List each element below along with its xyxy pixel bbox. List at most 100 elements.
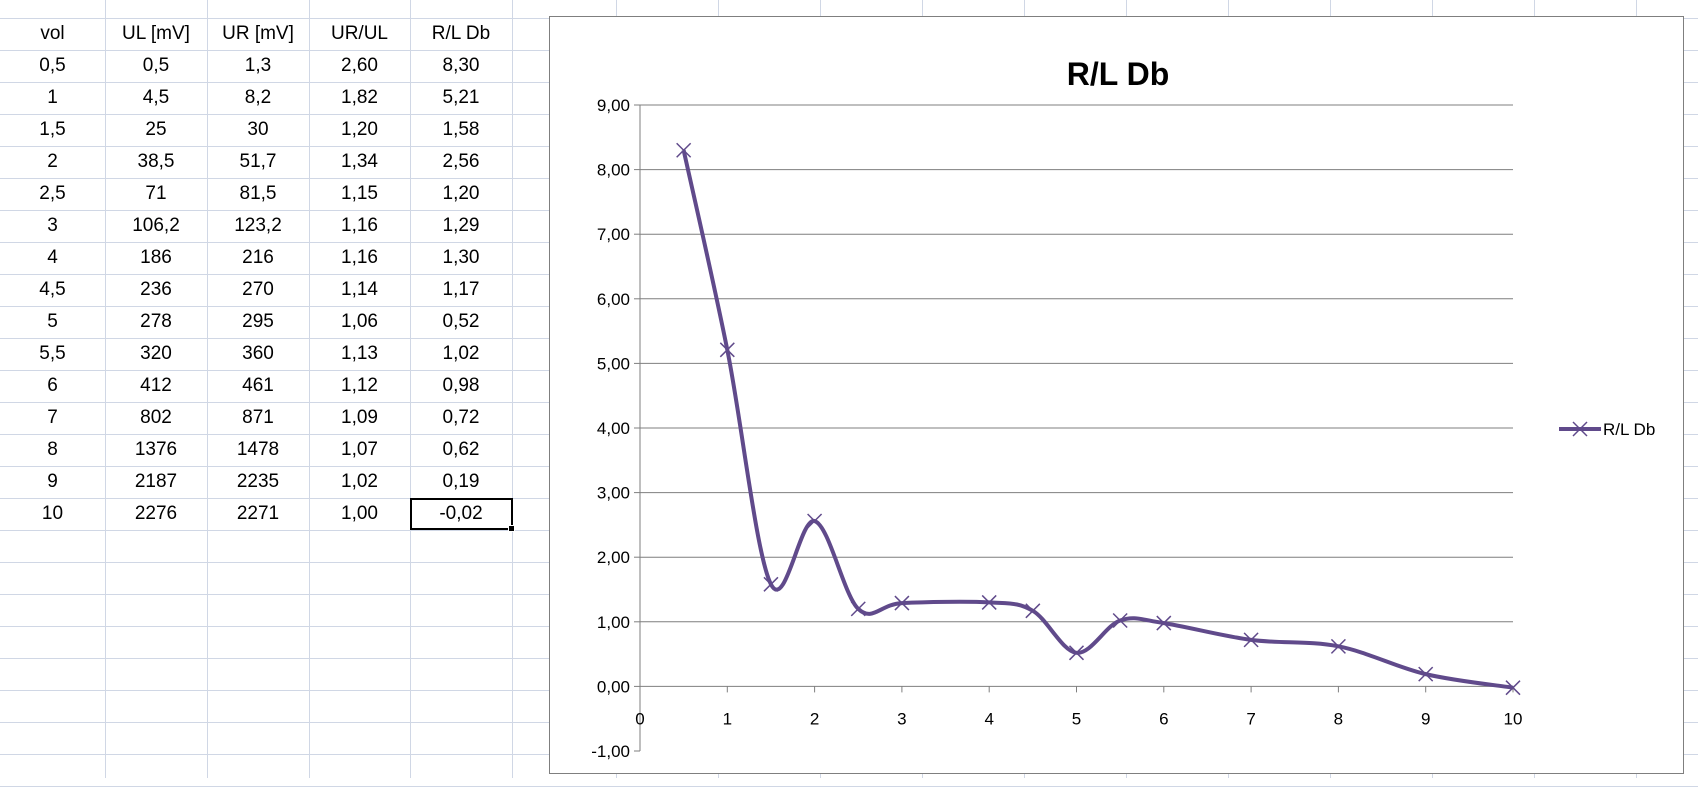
table-cell[interactable]: 4,5 <box>142 87 170 108</box>
table-cell[interactable]: 5,5 <box>39 343 66 364</box>
table-cell[interactable]: 871 <box>242 407 274 428</box>
table-cell[interactable]: 1,20 <box>442 183 480 204</box>
header-cell[interactable]: vol <box>40 23 65 44</box>
table-cell[interactable]: 236 <box>140 279 172 300</box>
table-cell[interactable]: 1,16 <box>341 247 378 268</box>
table-cell[interactable]: 5 <box>47 311 58 332</box>
data-point[interactable] <box>981 594 997 610</box>
table-cell[interactable]: 51,7 <box>239 151 277 172</box>
table-cell[interactable]: 0,19 <box>442 471 480 492</box>
table-cell[interactable]: 30 <box>247 119 269 140</box>
table-cell[interactable]: 1376 <box>134 439 178 460</box>
table-cell[interactable]: 360 <box>242 343 274 364</box>
table-cell[interactable]: 1,29 <box>442 215 480 236</box>
table-cell[interactable]: 1,34 <box>341 151 378 172</box>
table-cell[interactable]: 461 <box>242 375 274 396</box>
table-cell[interactable]: 270 <box>242 279 274 300</box>
table-cell[interactable]: 38,5 <box>137 151 175 172</box>
table-cell[interactable]: 1,82 <box>341 87 378 108</box>
table-cell[interactable]: 0,62 <box>442 439 480 460</box>
data-point[interactable] <box>676 142 692 158</box>
table-cell[interactable]: 1,17 <box>442 279 480 300</box>
data-point[interactable] <box>1505 680 1521 696</box>
table-cell[interactable]: 802 <box>140 407 172 428</box>
data-point[interactable] <box>1025 603 1041 619</box>
table-cell[interactable]: 2,56 <box>442 151 480 172</box>
table-cell[interactable]: 186 <box>140 247 172 268</box>
table-cell[interactable]: 8,2 <box>244 87 272 108</box>
table-cell[interactable]: 8 <box>47 439 58 460</box>
table-cell[interactable]: 9 <box>47 471 58 492</box>
selected-cell[interactable] <box>410 498 515 532</box>
table-cell[interactable]: 123,2 <box>234 215 282 236</box>
table-cell[interactable]: 2,60 <box>341 55 378 76</box>
table-cell[interactable]: 25 <box>145 119 167 140</box>
table-cell[interactable]: 2,5 <box>39 183 66 204</box>
table-cell[interactable]: 3 <box>47 215 58 236</box>
header-cell[interactable]: UR [mV] <box>222 23 294 44</box>
table-cell[interactable]: 5,21 <box>442 87 480 108</box>
data-point[interactable] <box>894 595 910 611</box>
data-point[interactable] <box>1243 632 1259 648</box>
table-cell[interactable]: 7 <box>47 407 58 428</box>
table-cell[interactable]: 2 <box>47 151 58 172</box>
table-cell[interactable]: 1478 <box>236 439 280 460</box>
chart-legend[interactable]: R/L Db <box>1559 420 1655 439</box>
data-point[interactable] <box>1418 666 1434 682</box>
table-cell[interactable]: 1,15 <box>341 183 378 204</box>
table-cell[interactable]: 1,07 <box>341 439 378 460</box>
table-cell[interactable]: 1,09 <box>341 407 378 428</box>
table-cell[interactable]: 1,16 <box>341 215 378 236</box>
header-cell[interactable]: UL [mV] <box>122 23 190 44</box>
data-point[interactable] <box>1112 612 1128 629</box>
table-cell[interactable]: 1,14 <box>341 279 378 300</box>
chart[interactable]: R/L Db -1,00 0,00 1,00 2,00 3,00 4,00 5,00 6,00… <box>549 16 1684 774</box>
table-cell[interactable]: 8,30 <box>442 55 480 76</box>
data-point[interactable] <box>1068 645 1085 661</box>
table-cell[interactable]: 2235 <box>236 471 280 492</box>
table-cell[interactable]: 1,12 <box>341 375 378 396</box>
table-cell[interactable]: 6 <box>47 375 58 396</box>
table-cell[interactable]: 216 <box>242 247 274 268</box>
table-cell[interactable]: 1,3 <box>244 55 272 76</box>
table-cell[interactable]: 412 <box>140 375 172 396</box>
table-cell[interactable]: 106,2 <box>132 215 180 236</box>
table-cell[interactable]: 1,30 <box>442 247 480 268</box>
table-cell[interactable]: 1,06 <box>341 311 378 332</box>
table-cell[interactable]: -0,02 <box>439 503 483 524</box>
data-point[interactable] <box>1330 638 1346 654</box>
table-cell[interactable]: 1,02 <box>442 343 480 364</box>
table-cell[interactable]: 0,5 <box>142 55 170 76</box>
table-cell[interactable]: 4 <box>47 247 58 268</box>
grid-column-line <box>512 0 513 778</box>
data-point[interactable] <box>807 513 823 529</box>
table-cell[interactable]: 1,20 <box>341 119 378 140</box>
table-cell[interactable]: 320 <box>140 343 172 364</box>
table-cell[interactable]: 2276 <box>134 503 178 524</box>
header-cell[interactable]: R/L Db <box>431 23 491 44</box>
table-cell[interactable]: 1,13 <box>341 343 378 364</box>
table-cell[interactable]: 0,72 <box>442 407 480 428</box>
table-cell[interactable]: 71 <box>145 183 167 204</box>
table-cell[interactable]: 81,5 <box>239 183 277 204</box>
table-cell[interactable]: 1 <box>47 87 58 108</box>
table-cell[interactable]: 1,5 <box>39 119 66 140</box>
data-point[interactable] <box>1156 615 1172 631</box>
data-point[interactable] <box>763 576 779 592</box>
table-cell[interactable]: 1,58 <box>442 119 480 140</box>
table-cell[interactable]: 0,52 <box>442 311 480 332</box>
data-point[interactable] <box>850 601 866 617</box>
table-cell[interactable]: 2271 <box>236 503 280 524</box>
table-cell[interactable]: 295 <box>242 311 274 332</box>
table-cell[interactable]: 2187 <box>134 471 178 492</box>
table-cell[interactable]: 1,00 <box>341 503 378 524</box>
header-cell[interactable]: UR/UL <box>330 23 388 44</box>
table-cell[interactable]: 0,5 <box>39 55 66 76</box>
table-cell[interactable]: 0,98 <box>442 375 480 396</box>
table-cell[interactable]: 10 <box>41 503 64 524</box>
table-cell[interactable]: 4,5 <box>39 279 66 300</box>
fill-handle[interactable] <box>508 525 515 532</box>
table-cell[interactable]: 1,02 <box>341 471 378 492</box>
data-point[interactable] <box>719 342 735 358</box>
table-cell[interactable]: 278 <box>140 311 172 332</box>
